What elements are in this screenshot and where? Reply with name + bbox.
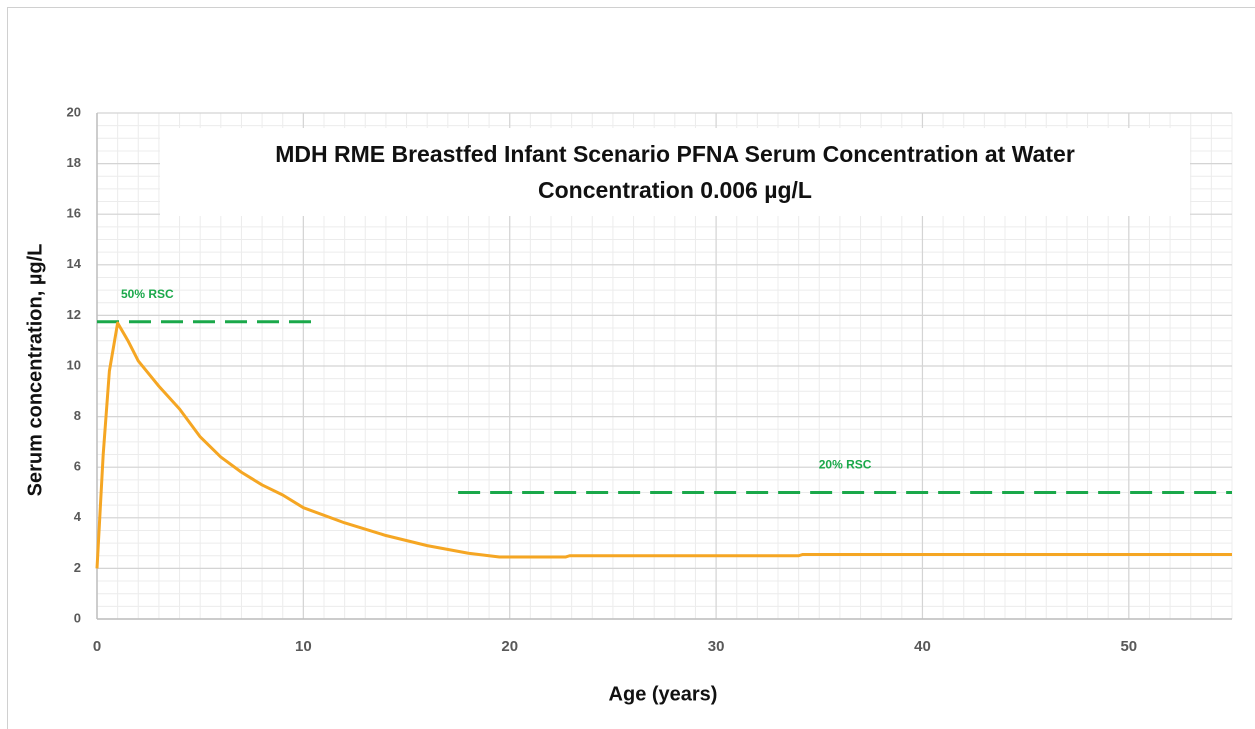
y-tick-label: 18: [67, 155, 81, 170]
y-tick-label: 20: [67, 104, 81, 119]
reference-label: 50% RSC: [121, 287, 174, 301]
y-tick-label: 16: [67, 206, 81, 221]
y-tick-label: 6: [74, 459, 81, 474]
y-tick-label: 0: [74, 610, 81, 625]
y-tick-label: 2: [74, 560, 81, 575]
x-tick-label: 50: [1120, 638, 1137, 655]
y-tick-label: 12: [67, 307, 81, 322]
x-axis-label: Age (years): [609, 683, 718, 705]
x-tick-label: 40: [914, 638, 931, 655]
line-series: [95, 321, 1232, 569]
x-tick-label: 30: [708, 638, 725, 655]
x-tick-label: 0: [93, 638, 101, 655]
y-tick-label: 4: [74, 509, 82, 524]
frame: [7, 7, 1255, 729]
x-tick-label: 20: [501, 638, 518, 655]
y-tick-label: 10: [67, 357, 81, 372]
y-tick-label: 14: [67, 256, 82, 271]
chart-title: MDH RME Breastfed Infant Scenario PFNA S…: [160, 128, 1190, 216]
marks: 50% RSC 20% RSC: [95, 287, 1232, 569]
reference-label: 20% RSC: [819, 458, 872, 472]
y-axis-label: Serum concentration, µg/L: [24, 244, 46, 497]
x-tick-label: 10: [295, 638, 312, 655]
y-tick-label: 8: [74, 408, 81, 423]
